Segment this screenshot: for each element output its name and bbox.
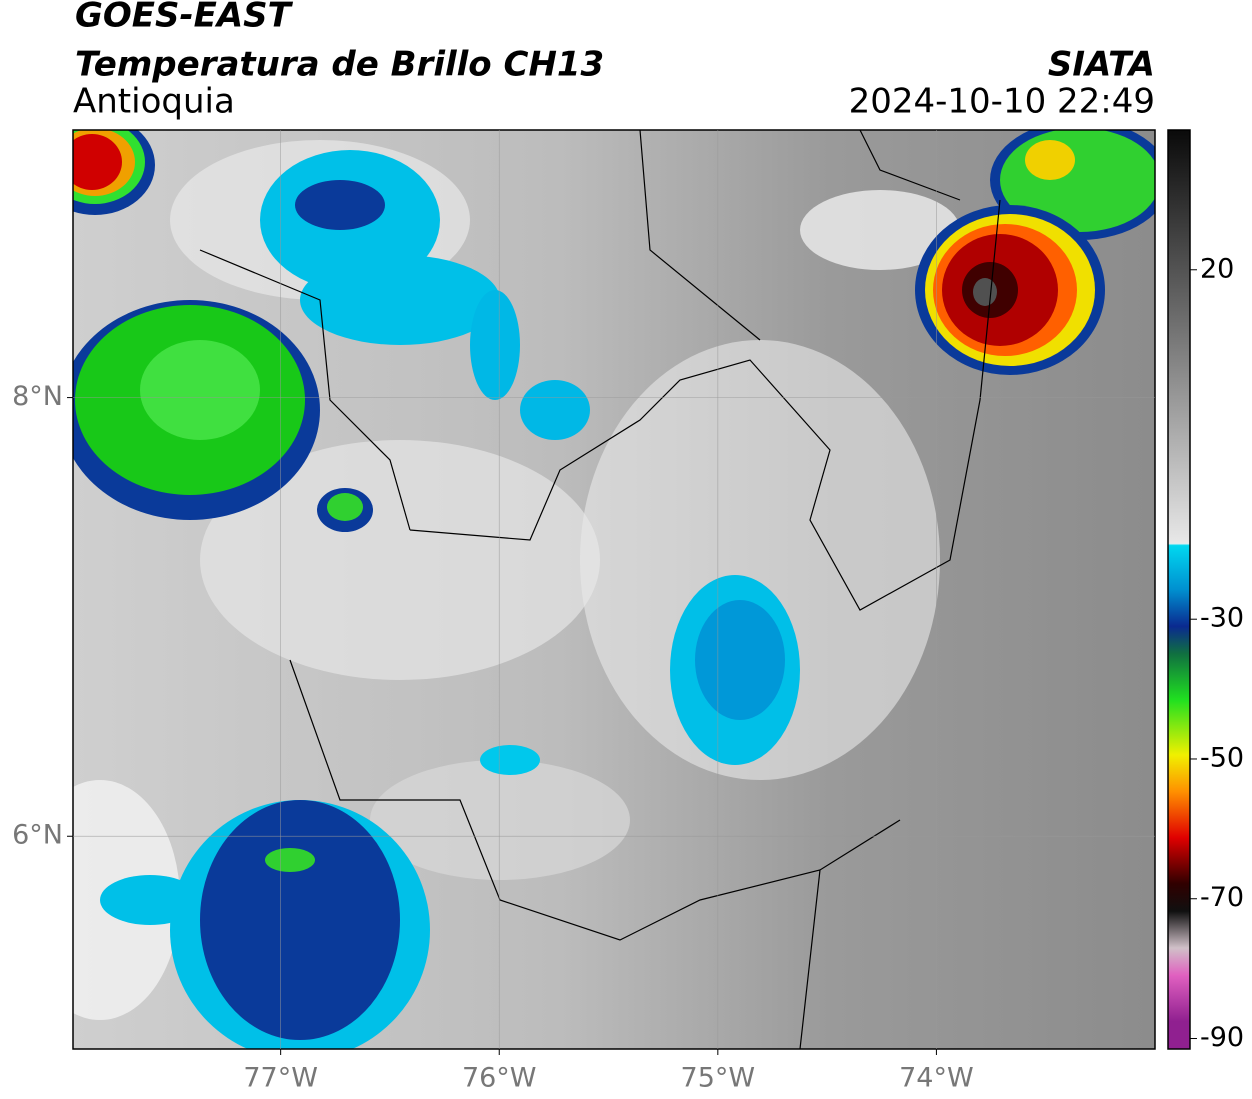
datetime: 2024-10-10 22:49 [849,82,1155,122]
subtitle: Temperatura de Brillo CH13 [75,45,604,85]
x-tick-label: 76°W [462,1063,537,1094]
colorbar-tick-label: 20 [1200,253,1234,284]
x-tick-label: 75°W [681,1063,756,1094]
satellite-image [73,130,1155,1049]
x-tick-label: 77°W [243,1063,318,1094]
colorbar-tick-label: -90 [1200,1022,1244,1053]
colorbar [1167,129,1191,1050]
y-tick-label: 6°N [12,820,63,851]
title: GOES-EAST [75,0,294,36]
colorbar-tick-label: -70 [1200,882,1244,913]
region: Antioquia [73,82,235,122]
y-tick-label: 8°N [12,381,63,412]
source: SIATA [1048,45,1155,85]
x-tick-label: 74°W [899,1063,974,1094]
colorbar-tick-label: -50 [1200,742,1244,773]
map-frame [72,129,1156,1050]
colorbar-tick-label: -30 [1200,603,1244,634]
